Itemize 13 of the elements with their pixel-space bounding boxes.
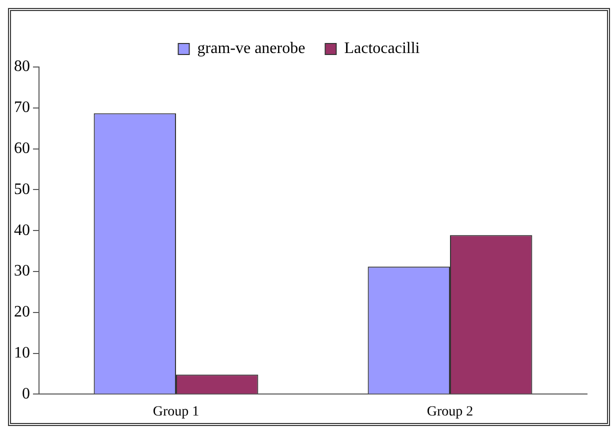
y-tick-label: 20 [14,304,30,321]
legend-label: Lactocacilli [344,40,420,58]
y-tick-label: 60 [14,140,30,158]
y-tick-label: 0 [22,385,30,402]
x-tick-label: Group 1 [152,404,200,420]
y-tick-label: 50 [14,180,30,198]
y-tick-label: 40 [14,222,30,239]
x-tick-label: Group 2 [426,404,474,420]
y-tick-label: 10 [14,344,30,362]
y-tick-label: 80 [14,58,30,76]
legend-label: gram-ve anerobe [197,40,306,58]
y-tick-label: 30 [14,262,30,280]
y-tick-label: 70 [14,99,30,116]
